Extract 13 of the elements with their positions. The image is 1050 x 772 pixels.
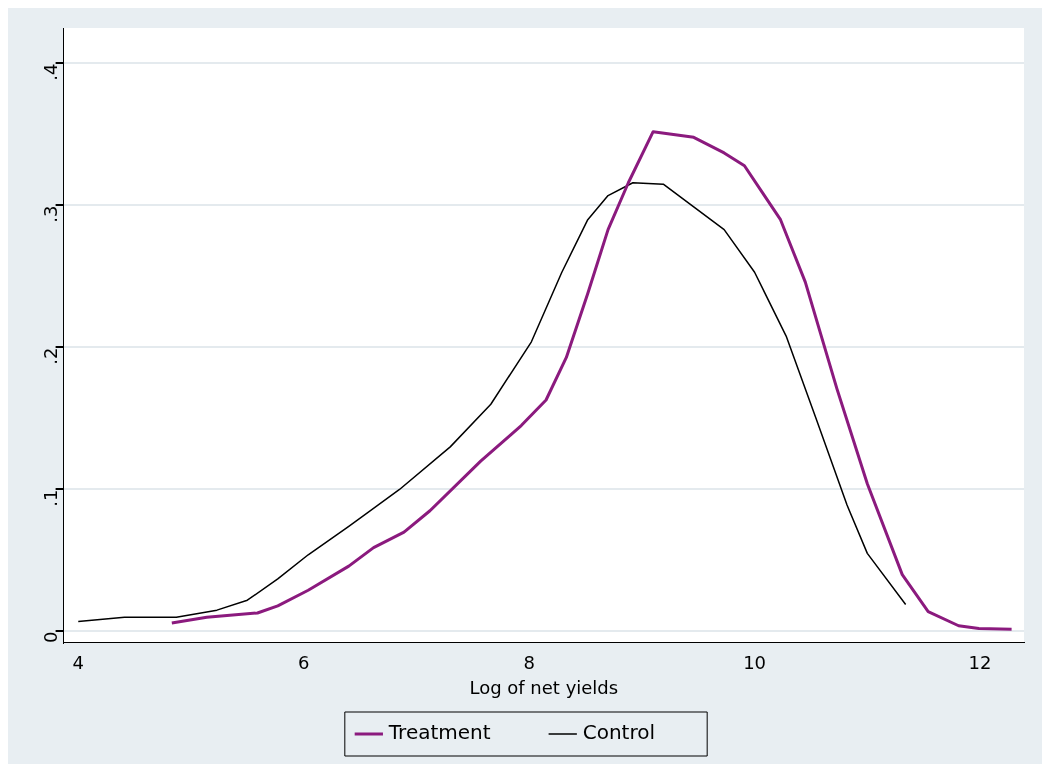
legend-label: Treatment [387, 720, 529, 745]
y-tick-label: .2 [40, 347, 62, 365]
x-tick-label: 8 [523, 652, 535, 674]
y-tick-label: .3 [40, 205, 62, 223]
y-tick-label: .4 [40, 63, 62, 81]
legend-label: Control [582, 720, 694, 745]
y-tick-label: .1 [40, 489, 62, 507]
x-tick-label: 12 [968, 652, 992, 674]
y-tick-label: 0 [40, 631, 62, 643]
x-tick-label: 10 [743, 652, 767, 674]
x-tick-label: 4 [72, 652, 84, 674]
x-axis-title: Log of net yields [469, 676, 619, 698]
x-tick-label: 6 [297, 652, 310, 674]
